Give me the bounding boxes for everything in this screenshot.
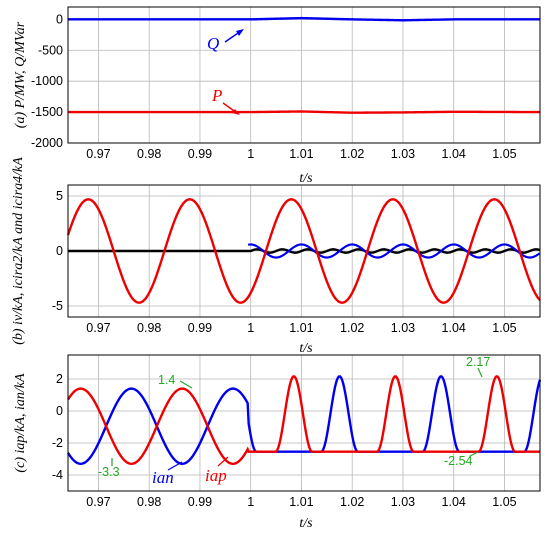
x-axis-label-a: t/s: [299, 171, 313, 186]
x-tick-label: 1.02: [340, 321, 364, 335]
plot-frame-b: [67, 184, 541, 318]
x-tick-label: 0.99: [188, 321, 212, 335]
annotation-2-17: 2.17: [466, 355, 490, 369]
x-tick-label: 0.98: [137, 495, 161, 509]
annotation-neg-2-54: -2.54: [444, 454, 473, 468]
x-tick-label: 0.97: [86, 495, 110, 509]
grid-a: [68, 7, 540, 144]
series-line-p: [68, 110, 541, 114]
grid-c: [68, 355, 540, 491]
y-tick-label: -2: [52, 436, 63, 450]
lines-b: [66, 198, 541, 304]
panel-c: 0.97 0.98 0.99 1 1.01 1.02 1.03 1.04 1.0520-2-4 …: [13, 354, 542, 531]
y-axis-label-c: (c) iap/kA, ian/kA: [13, 373, 28, 473]
annotation-q: Q: [207, 34, 219, 53]
x-tick-label: 0.97: [86, 321, 110, 335]
x-tick-label: 0.99: [188, 147, 212, 161]
arrow-q-head: [236, 29, 244, 36]
x-axis-label-b: t/s: [299, 341, 313, 356]
x-tick-label: 1: [247, 147, 254, 161]
ticks-b: 0.97 0.98 0.99 1 1.01 1.02 1.03 1.04 1.05 5 0 -5: [52, 189, 517, 335]
y-tick-label: -4: [52, 468, 63, 482]
series-line-icira2: [247, 243, 541, 259]
x-tick-label: 0.98: [137, 147, 161, 161]
x-tick-label: 1.02: [340, 495, 364, 509]
ticks-a: 0.97 0.98 0.99 1 1.01 1.02 1.03 1.04 1.05 0 -500 -1…: [31, 12, 517, 161]
x-tick-label: 1: [247, 495, 254, 509]
y-axis-label-a: (a) P/MW, Q/MVar: [13, 21, 28, 128]
x-tick-label: 1.03: [391, 495, 415, 509]
arrow-iap: [217, 456, 229, 467]
annotation-1-4: 1.4: [158, 373, 175, 387]
y-tick-label: 5: [56, 189, 63, 203]
y-tick-label: 2: [56, 372, 63, 386]
x-tick-label: 1.01: [289, 495, 313, 509]
arrow-neg-2-54: [469, 451, 479, 457]
x-tick-label: 0.99: [188, 495, 212, 509]
panel-b: 0.97 0.98 0.99 1 1.01 1.02 1.03 1.04 1.05 5 0 -5 (b…: [11, 157, 541, 356]
y-tick-label: -5: [52, 299, 63, 313]
plot-frame-c: [67, 354, 541, 492]
y-axis-label-b: (b) iv/kA, icira2/kA and icira4/kA: [11, 157, 26, 345]
plot-frame-a: [67, 6, 541, 144]
annotation-p: P: [211, 86, 222, 105]
x-tick-label: 1.03: [391, 147, 415, 161]
y-tick-label: 0: [56, 404, 63, 418]
x-tick-label: 1.04: [442, 147, 466, 161]
y-tick-label: -1500: [31, 105, 63, 119]
lines-c: [66, 375, 542, 465]
x-tick-label: 1.01: [289, 147, 313, 161]
series-line-icira4: [68, 248, 541, 254]
series-line-iap: [66, 375, 540, 465]
series-line-iv: [66, 198, 541, 304]
annotation-neg-3-3: -3.3: [98, 465, 120, 479]
series-line-q: [68, 16, 540, 22]
y-tick-label: -2000: [31, 136, 63, 150]
x-tick-label: 0.98: [137, 321, 161, 335]
y-tick-label: 0: [56, 12, 63, 26]
y-tick-label: -1000: [31, 74, 63, 88]
x-tick-label: 1.05: [492, 321, 516, 335]
arrow-1-4: [179, 380, 193, 389]
arrow-2-17: [477, 367, 483, 378]
arrow-ian: [167, 461, 183, 471]
label-ian: ian: [152, 468, 174, 487]
x-tick-label: 1.02: [340, 147, 364, 161]
y-tick-label: -500: [38, 43, 63, 57]
panel-a: 0.97 0.98 0.99 1 1.01 1.02 1.03 1.04 1.05 0 -500 -1…: [13, 6, 541, 186]
label-iap: iap: [205, 466, 227, 485]
x-axis-label-c: t/s: [299, 516, 313, 531]
x-tick-label: 0.97: [86, 147, 110, 161]
x-tick-label: 1.01: [289, 321, 313, 335]
ticks-c: 0.97 0.98 0.99 1 1.01 1.02 1.03 1.04 1.05 2 0 -2 -4: [52, 372, 517, 509]
y-tick-label: 0: [56, 244, 63, 258]
arrow-p-head: [232, 109, 240, 115]
x-tick-label: 1.05: [492, 495, 516, 509]
x-tick-label: 1.04: [442, 495, 466, 509]
x-tick-label: 1.05: [492, 147, 516, 161]
x-tick-label: 1: [247, 321, 254, 335]
x-tick-label: 1.04: [442, 321, 466, 335]
lines-a: [68, 16, 541, 114]
x-tick-label: 1.03: [391, 321, 415, 335]
